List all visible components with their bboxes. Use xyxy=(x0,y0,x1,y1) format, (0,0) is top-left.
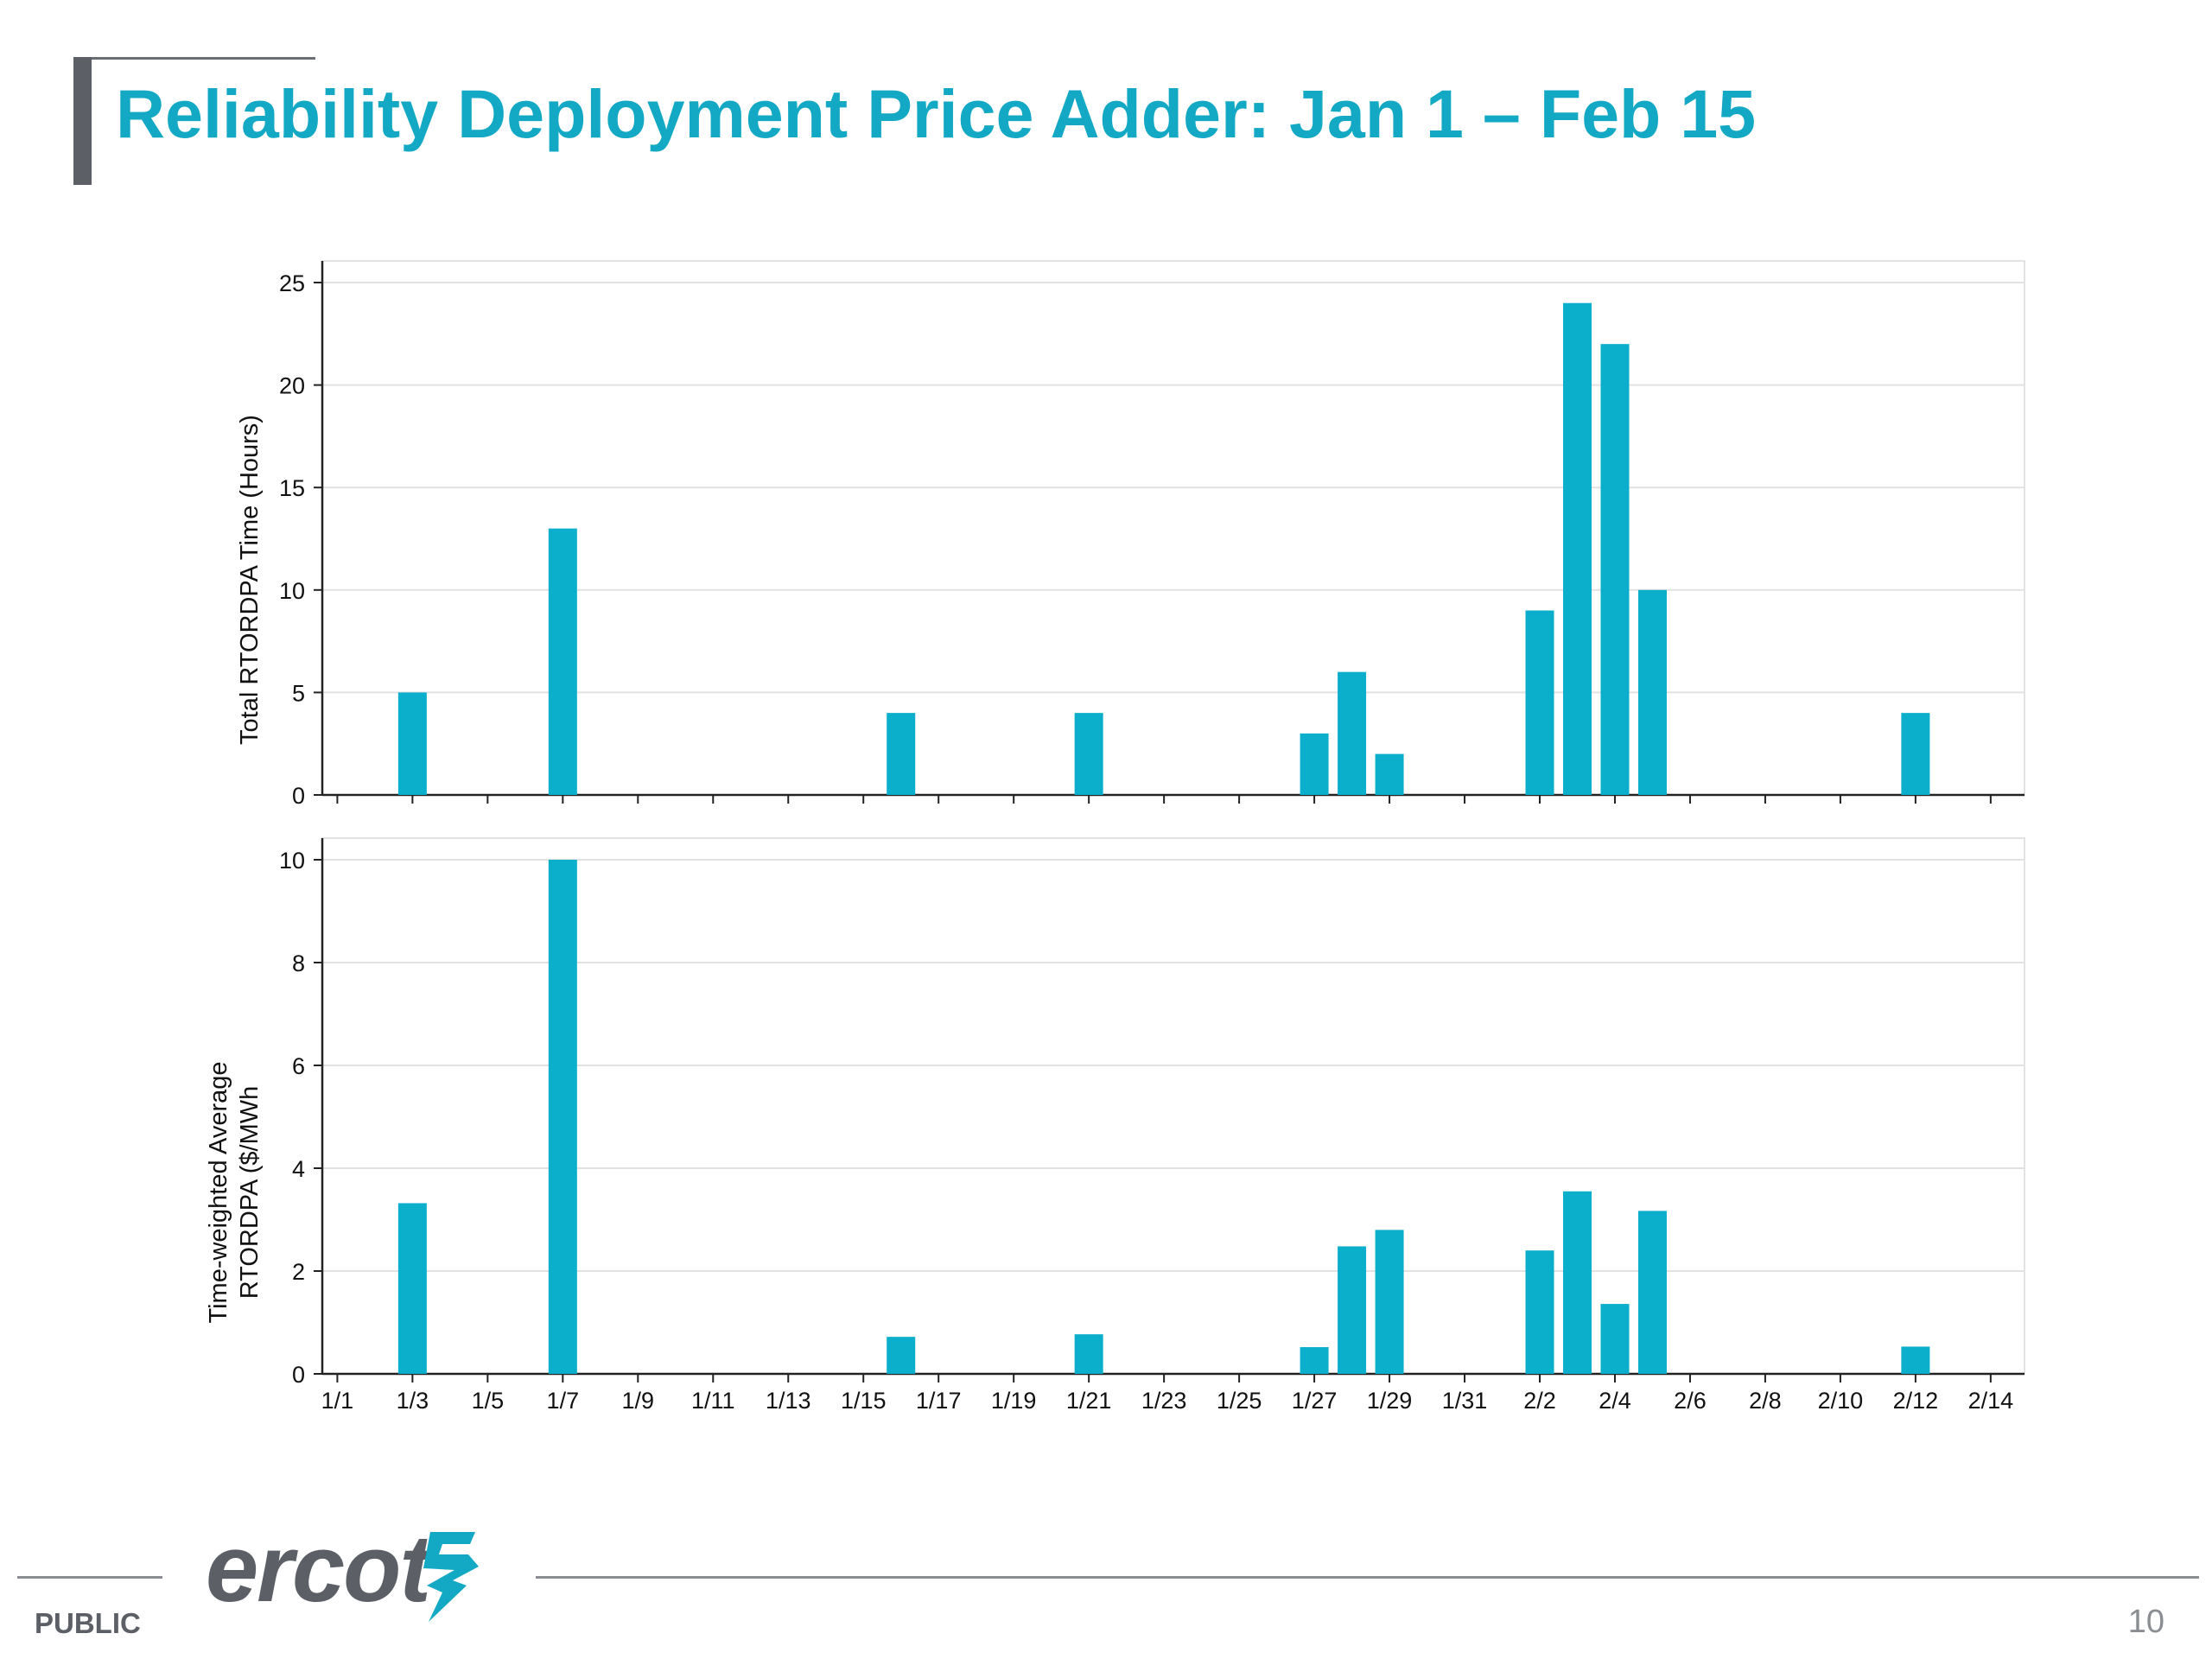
x-tick-label: 2/6 xyxy=(1674,1388,1707,1414)
y-axis-label: Total RTORDPA Time (Hours) xyxy=(236,415,264,745)
bar xyxy=(1300,1347,1329,1374)
y-tick-label: 10 xyxy=(279,848,305,874)
page-number: 10 xyxy=(2127,1604,2164,1640)
x-tick-label: 2/10 xyxy=(1818,1388,1864,1414)
bar xyxy=(887,713,916,795)
bar xyxy=(1074,1334,1103,1374)
plot-frame-2 xyxy=(321,837,2025,1375)
x-tick-label: 1/23 xyxy=(1141,1388,1187,1414)
x-tick-label: 2/4 xyxy=(1599,1388,1631,1414)
bar xyxy=(887,1337,916,1374)
footer-classification-label: PUBLIC xyxy=(35,1607,141,1639)
bar xyxy=(1637,589,1667,795)
x-tick-label: 1/25 xyxy=(1217,1388,1262,1414)
x-tick-label: 1/29 xyxy=(1367,1388,1413,1414)
x-tick-label: 1/3 xyxy=(397,1388,429,1414)
title-accent-line xyxy=(73,57,315,60)
x-tick-label: 2/8 xyxy=(1749,1388,1782,1414)
x-tick-label: 1/31 xyxy=(1442,1388,1488,1414)
bar xyxy=(1375,1230,1404,1374)
y-tick-label: 25 xyxy=(279,270,305,296)
x-tick-label: 2/2 xyxy=(1523,1388,1556,1414)
y-tick-label: 4 xyxy=(292,1156,305,1182)
logo-wordmark: ercot xyxy=(206,1516,431,1622)
bar xyxy=(548,860,577,1374)
x-tick-label: 1/9 xyxy=(622,1388,655,1414)
bar xyxy=(1562,1191,1592,1374)
x-tick-label: 2/14 xyxy=(1968,1388,2014,1414)
x-tick-label: 1/7 xyxy=(547,1388,580,1414)
bar xyxy=(397,1203,427,1374)
x-tick-label: 1/27 xyxy=(1292,1388,1338,1414)
bar xyxy=(1901,1346,1930,1374)
x-tick-label: 2/12 xyxy=(1893,1388,1939,1414)
y-axis-label-line-2: RTORDPA ($/MWh xyxy=(236,1086,264,1300)
y-tick-label: 10 xyxy=(279,578,305,604)
bar xyxy=(1562,302,1592,796)
bar xyxy=(1074,713,1103,795)
y-tick-label: 2 xyxy=(292,1259,305,1285)
x-tick-label: 1/17 xyxy=(916,1388,962,1414)
footer-divider-left xyxy=(17,1576,162,1579)
x-tick-label: 1/11 xyxy=(691,1388,735,1414)
y-tick-label: 8 xyxy=(292,950,305,976)
bar xyxy=(1338,671,1367,795)
y-tick-label: 0 xyxy=(292,783,305,809)
bar xyxy=(1600,1304,1630,1374)
x-tick-label: 1/5 xyxy=(472,1388,505,1414)
ercot-logo: ercot xyxy=(206,1514,431,1624)
y-tick-label: 6 xyxy=(292,1053,305,1079)
bar xyxy=(548,528,577,795)
bar xyxy=(1375,753,1404,795)
x-tick-label: 1/15 xyxy=(841,1388,887,1414)
bar xyxy=(1338,1246,1367,1374)
y-tick-label: 15 xyxy=(279,475,305,501)
bar xyxy=(1525,1250,1554,1374)
x-tick-label: 1/1 xyxy=(321,1388,354,1414)
x-tick-label: 1/13 xyxy=(766,1388,811,1414)
ercot-logo-mark-icon xyxy=(423,1532,479,1622)
y-axis-label-line-1: Time-weighted Average xyxy=(205,1061,232,1323)
bar xyxy=(1600,344,1630,795)
x-tick-label: 1/21 xyxy=(1066,1388,1112,1414)
x-tick-label: 1/19 xyxy=(991,1388,1037,1414)
bar xyxy=(397,692,427,795)
footer-divider-right xyxy=(536,1576,2199,1579)
y-tick-label: 0 xyxy=(292,1362,305,1388)
page-title: Reliability Deployment Price Adder: Jan … xyxy=(116,75,1757,152)
y-tick-label: 20 xyxy=(279,373,305,399)
bar xyxy=(1901,713,1930,795)
plot-frame-1 xyxy=(321,260,2025,796)
title-accent-bar xyxy=(73,57,92,185)
bar xyxy=(1525,610,1554,795)
bar xyxy=(1637,1211,1667,1374)
bar xyxy=(1300,733,1329,795)
y-tick-label: 5 xyxy=(292,680,305,706)
